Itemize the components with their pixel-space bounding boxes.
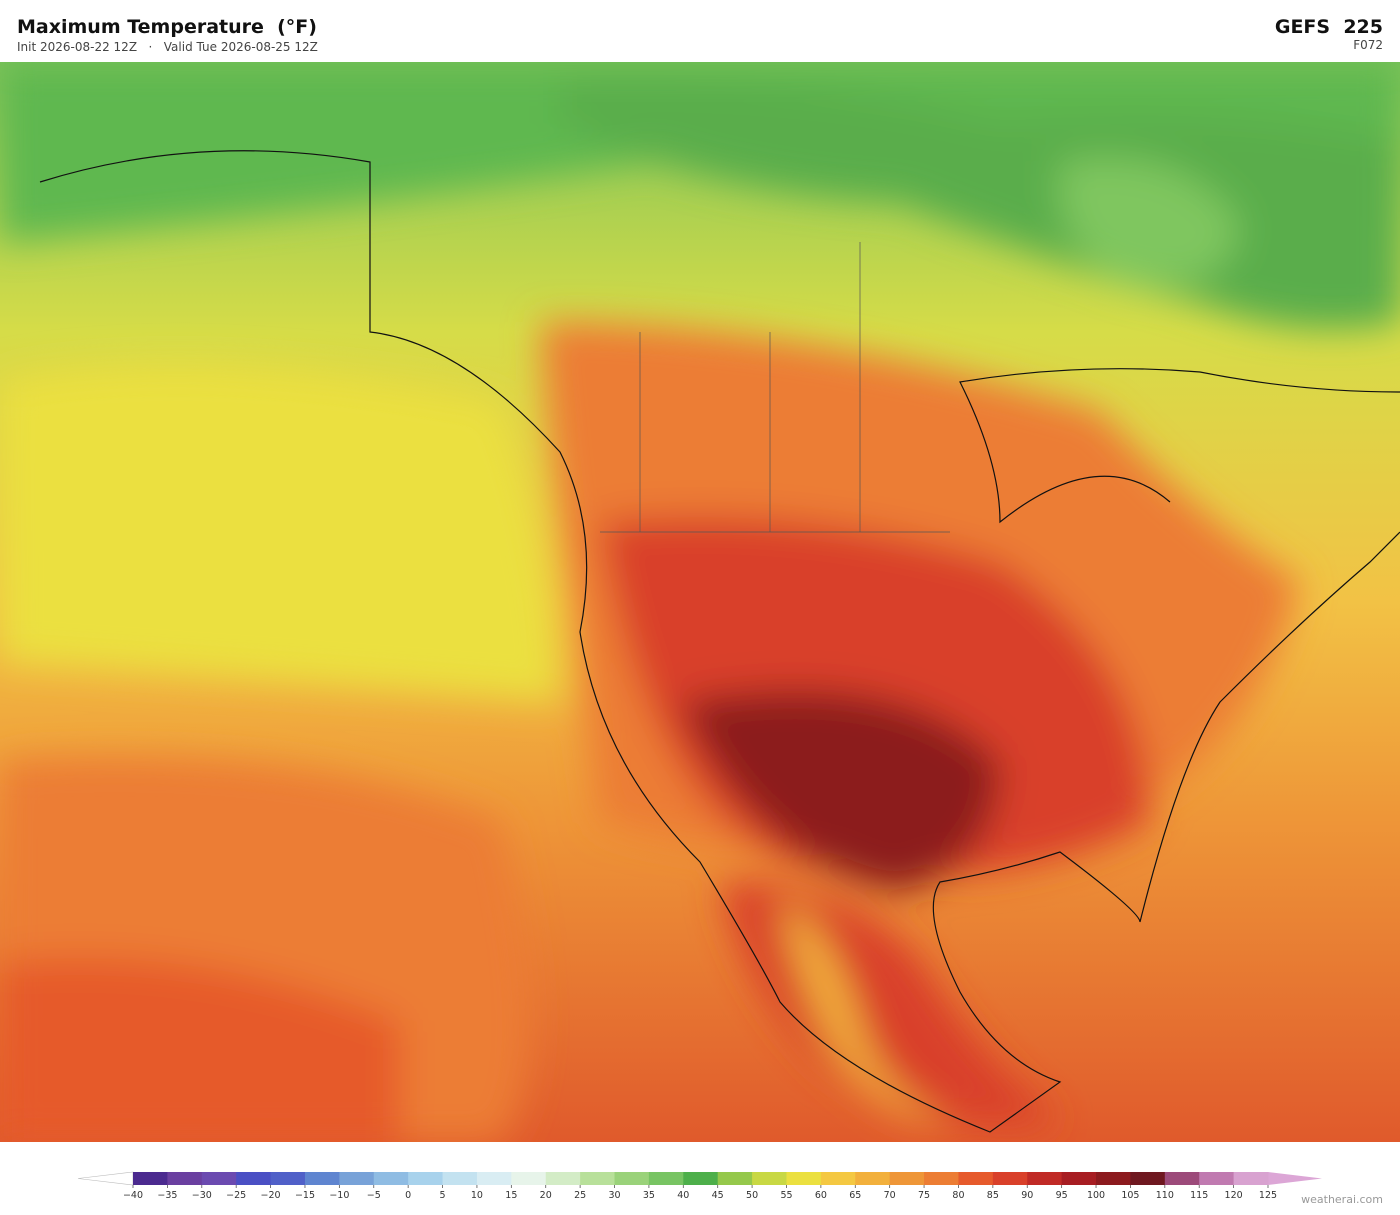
tick-label: 45 — [712, 1190, 724, 1201]
over-triangle — [1268, 1172, 1322, 1185]
color-bin — [855, 1172, 891, 1185]
colorbar: −40 −35 −30 −25 −20 −15 −10 −5 0 5 10 15 20 25 30 35 40 4… — [77, 1171, 1322, 1201]
separator: · — [148, 40, 153, 54]
tick-label: −5 — [367, 1190, 381, 1201]
color-bin — [511, 1172, 547, 1185]
tick-label: 90 — [1021, 1190, 1033, 1201]
color-bin — [1096, 1172, 1131, 1185]
tick-label: −10 — [329, 1190, 349, 1201]
color-bin — [1061, 1172, 1097, 1185]
color-bin — [545, 1172, 581, 1185]
color-bin — [924, 1172, 959, 1185]
borders — [600, 242, 950, 533]
color-bin — [167, 1172, 203, 1185]
color-bin — [476, 1172, 512, 1185]
color-bin — [1130, 1172, 1166, 1185]
tick-label: 5 — [440, 1190, 446, 1201]
credit: weatherai.com — [1301, 1193, 1383, 1206]
tick-label: −40 — [123, 1190, 143, 1201]
tick-label: 55 — [780, 1190, 792, 1201]
color-bin — [201, 1172, 237, 1185]
tick-label: 25 — [574, 1190, 586, 1201]
color-bin — [889, 1172, 925, 1185]
tick-label: 40 — [677, 1190, 689, 1201]
valid-time: Valid Tue 2026-08-25 12Z — [163, 40, 318, 54]
tick-label: 35 — [643, 1190, 655, 1201]
subtitle: Init 2026-08-22 12Z · Valid Tue 2026-08-… — [17, 40, 318, 54]
color-bin — [1199, 1172, 1235, 1185]
color-bin — [786, 1172, 822, 1185]
color-bin — [133, 1172, 168, 1185]
color-bin — [408, 1172, 444, 1185]
tick-label: −25 — [226, 1190, 246, 1201]
color-bin — [236, 1172, 272, 1185]
color-bin — [717, 1172, 753, 1185]
color-bin — [683, 1172, 719, 1185]
color-bin — [958, 1172, 994, 1185]
tick-label: −35 — [157, 1190, 177, 1201]
tick-label: 110 — [1156, 1190, 1174, 1201]
tick-label: 120 — [1225, 1190, 1243, 1201]
tick-label: 50 — [746, 1190, 758, 1201]
temperature-map — [0, 62, 1400, 1142]
color-bin — [648, 1172, 684, 1185]
tick-label: 20 — [540, 1190, 552, 1201]
model-name: GEFS 225 — [1274, 16, 1383, 38]
tick-label: 30 — [608, 1190, 620, 1201]
tick-label: 80 — [952, 1190, 964, 1201]
tick-label: 10 — [471, 1190, 483, 1201]
coastline — [39, 150, 1400, 1133]
color-bin — [304, 1172, 340, 1185]
tick-label: 65 — [849, 1190, 861, 1201]
under-triangle — [77, 1171, 134, 1186]
tick-label: 70 — [884, 1190, 896, 1201]
tick-label: 105 — [1121, 1190, 1139, 1201]
tick-label: 75 — [918, 1190, 930, 1201]
color-bin — [1233, 1172, 1269, 1185]
init-time: Init 2026-08-22 12Z — [17, 40, 138, 54]
field-blobs — [0, 62, 1400, 1142]
tick-label: 15 — [505, 1190, 517, 1201]
color-bin — [270, 1172, 306, 1185]
tick-label: 100 — [1087, 1190, 1105, 1201]
color-bin — [373, 1172, 409, 1185]
color-bin — [339, 1172, 375, 1185]
tick-label: −15 — [295, 1190, 315, 1201]
color-bin — [614, 1172, 650, 1185]
tick-label: 60 — [815, 1190, 827, 1201]
tick-label: −30 — [192, 1190, 212, 1201]
tick-label: 115 — [1190, 1190, 1208, 1201]
color-bin — [752, 1172, 787, 1185]
tick-label: 85 — [987, 1190, 999, 1201]
color-bin — [1027, 1172, 1063, 1185]
color-bin — [992, 1172, 1028, 1185]
color-bin — [1164, 1172, 1200, 1185]
color-bin — [580, 1172, 616, 1185]
tick-label: 95 — [1056, 1190, 1068, 1201]
tick-label: 0 — [405, 1190, 411, 1201]
forecast-hour: F072 — [1353, 38, 1383, 52]
title: Maximum Temperature (°F) — [17, 16, 317, 38]
tick-label: 125 — [1259, 1190, 1277, 1201]
color-bin — [820, 1172, 856, 1185]
color-bin — [442, 1172, 478, 1185]
tick-label: −20 — [261, 1190, 281, 1201]
